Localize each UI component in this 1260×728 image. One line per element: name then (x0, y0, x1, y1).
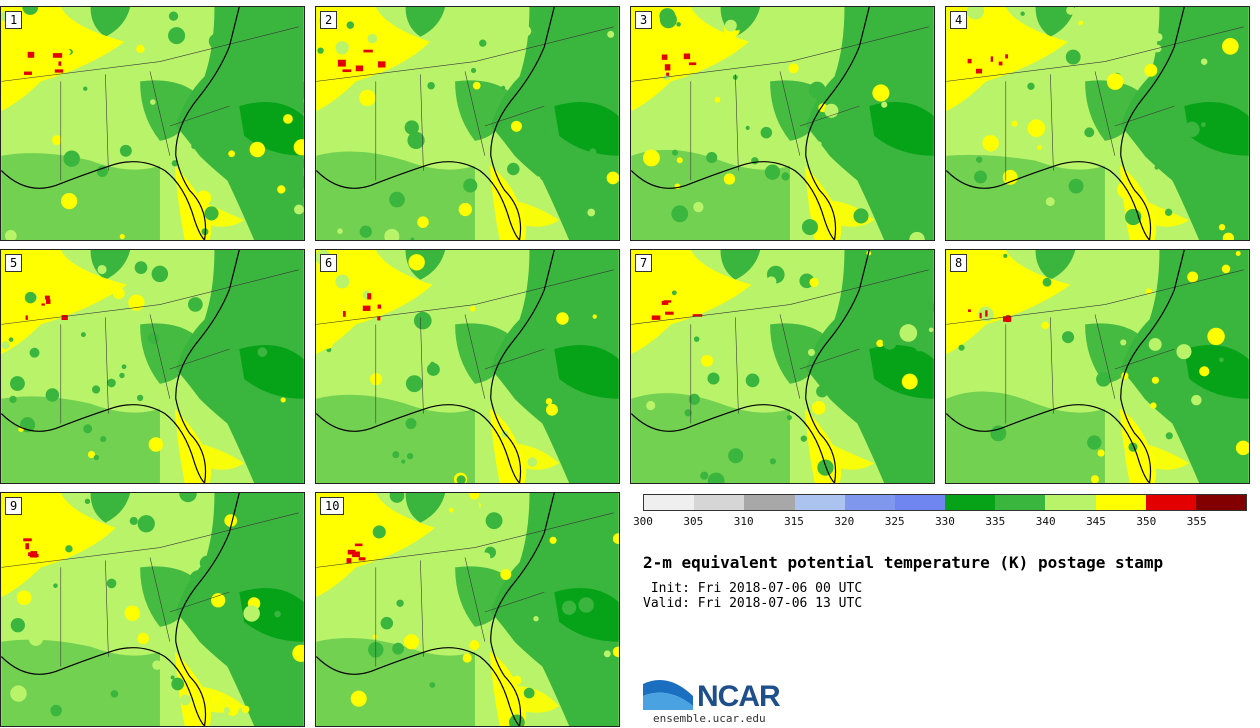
colorbar-tick-label: 330 (935, 515, 955, 528)
member-number-label: 10 (320, 497, 345, 515)
colorbar-tick-label: 355 (1186, 515, 1207, 528)
member-number-label: 2 (320, 11, 338, 29)
ensemble-member-map: 9 (0, 492, 305, 727)
ensemble-member-map: 7 (630, 249, 935, 484)
ensemble-member-map: 4 (945, 6, 1250, 241)
colorbar-swatch (1195, 495, 1247, 510)
colorbar-swatch (894, 495, 946, 510)
colorbar-tick-label: 320 (834, 515, 855, 528)
member-number-label: 1 (5, 11, 23, 29)
colorbar-tick-label: 305 (683, 515, 704, 528)
member-number-label: 6 (320, 254, 338, 272)
init-time: Init: Fri 2018-07-06 00 UTC (643, 581, 863, 596)
colorbar-tick-label: 310 (733, 515, 754, 528)
colorbar-swatch (794, 495, 845, 510)
site-url: ensemble.ucar.edu (653, 712, 766, 725)
colorbar-ticks: 300 305 310 315 320 325 330 335 340 345 350 355 (633, 515, 1247, 529)
colorbar-tick-label: 345 (1086, 515, 1106, 528)
colorbar-swatch (945, 495, 996, 510)
colorbar-swatch (844, 495, 895, 510)
ensemble-member-map: 6 (315, 249, 620, 484)
plot-title: 2-m equivalent potential temperature (K)… (643, 553, 1164, 572)
valid-time: Valid: Fri 2018-07-06 13 UTC (643, 596, 863, 611)
ncar-logo-icon (643, 680, 693, 710)
member-number-label: 8 (950, 254, 968, 272)
colorbar-swatch (694, 495, 745, 510)
ensemble-member-map: 5 (0, 249, 305, 484)
ncar-logo-text: NCAR (697, 680, 781, 713)
colorbar-swatch (1095, 495, 1146, 510)
member-number-label: 7 (635, 254, 653, 272)
member-number-label: 3 (635, 11, 653, 29)
ensemble-member-map: 10 (315, 492, 620, 727)
member-number-label: 9 (5, 497, 23, 515)
colorbar-tick-label: 300 (633, 515, 653, 528)
colorbar-tick-label: 315 (784, 515, 804, 528)
colorbar-swatch (1045, 495, 1096, 510)
member-number-label: 5 (5, 254, 23, 272)
colorbar-swatch (744, 495, 795, 510)
ensemble-member-map: 2 (315, 6, 620, 241)
colorbar-tick-label: 335 (985, 515, 1006, 528)
colorbar-tick-label: 350 (1136, 515, 1157, 528)
colorbar-swatch (995, 495, 1046, 510)
ensemble-member-map: 1 (0, 6, 305, 241)
colorbar-tick-label: 325 (884, 515, 905, 528)
colorbar-swatch (644, 495, 695, 510)
colorbar-tick-label: 340 (1035, 515, 1056, 528)
member-number-label: 4 (950, 11, 968, 29)
ensemble-member-map: 3 (630, 6, 935, 241)
ensemble-member-map: 8 (945, 249, 1250, 484)
colorbar (643, 494, 1247, 511)
colorbar-swatch (1145, 495, 1196, 510)
